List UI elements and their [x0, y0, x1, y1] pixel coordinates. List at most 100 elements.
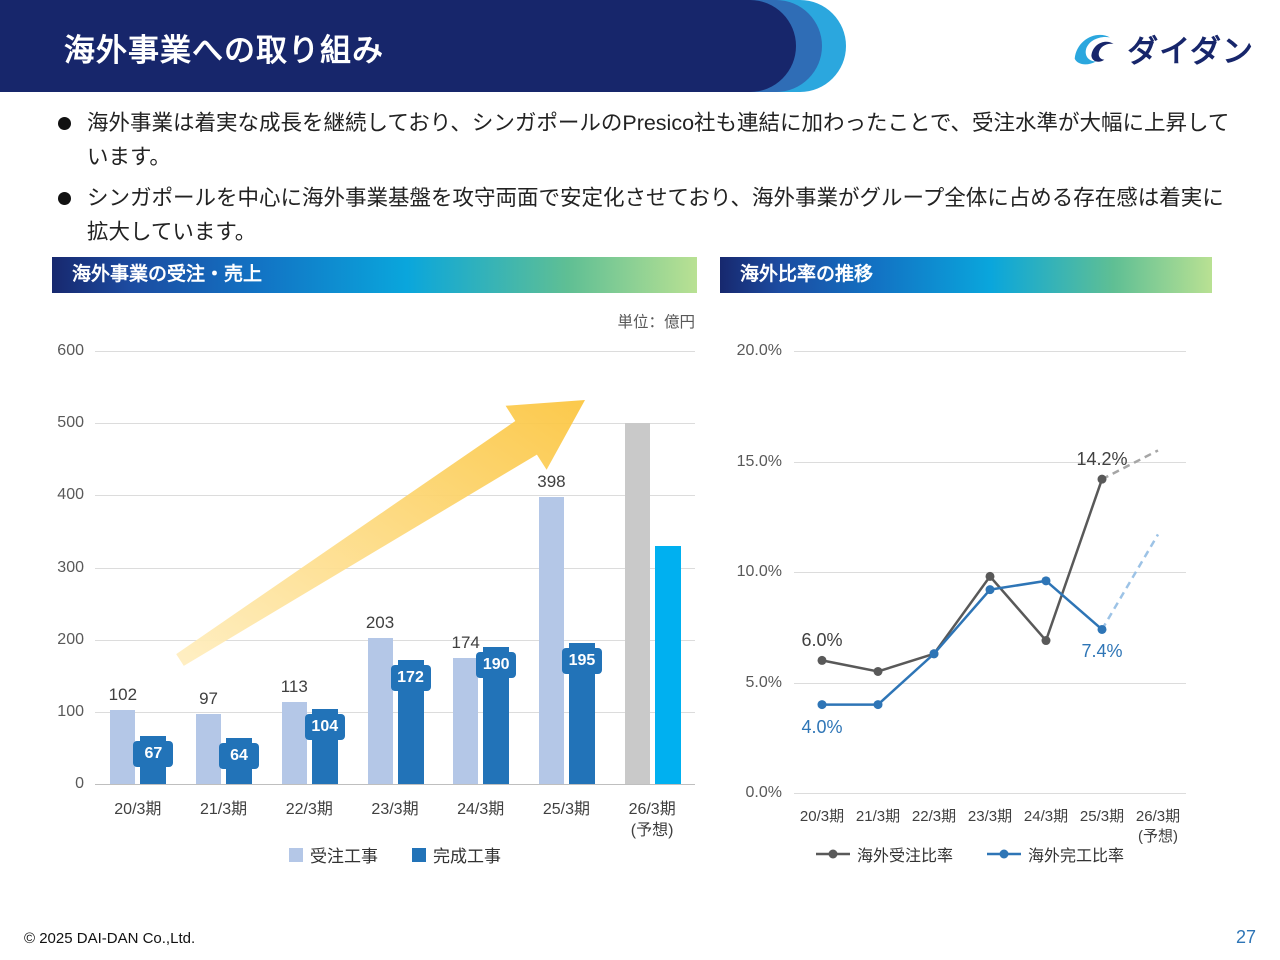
growth-arrow-icon	[176, 400, 585, 666]
line-point	[817, 700, 827, 710]
bar-gridline	[95, 495, 695, 497]
line-series-forecast-1	[1100, 533, 1160, 631]
line-category-label: 24/3期	[1023, 808, 1069, 825]
bar-axis-ytick: 400	[57, 486, 84, 504]
orders-bar	[624, 423, 650, 784]
completed-bar	[654, 545, 681, 784]
orders-bar-value-label: 102	[108, 685, 138, 705]
bar-category-label: 23/3期	[371, 801, 419, 818]
line-axis-ytick: 20.0%	[736, 342, 782, 359]
legend-label: 受注工事	[310, 847, 378, 866]
line-point	[1041, 636, 1051, 646]
line-axis-ytick: 15.0%	[736, 452, 782, 470]
bar-category-label: 25/3期	[542, 801, 590, 818]
bar-legend-item: 受注工事	[289, 842, 378, 867]
bullet-icon	[58, 191, 71, 205]
line-legend-item: 海外完工比率	[987, 842, 1124, 866]
orders-bar	[367, 637, 393, 784]
completed-bar-value-badge: 67	[133, 740, 174, 767]
line-category-label: 21/3期	[855, 808, 901, 825]
line-category-label: 23/3期	[967, 808, 1013, 825]
line-series-1	[822, 579, 1103, 706]
line-chart-legend: 海外受注比率 海外完工比率	[750, 842, 1190, 866]
bar-axis-ytick: 300	[57, 558, 84, 576]
line-point	[985, 571, 995, 581]
bar-gridline	[95, 784, 695, 785]
forecast-note: (予想)	[630, 822, 674, 839]
orders-bar	[538, 496, 564, 784]
line-chart: 海外受注比率 海外完工比率 0.0% 5.0% 10.0% 15.0% 20.0% 20/3…	[720, 330, 1220, 875]
line-point	[873, 700, 883, 710]
orders-bar	[110, 710, 136, 784]
bar-axis-ytick: 200	[57, 630, 84, 648]
orders-bar-value-label: 203	[365, 612, 395, 632]
completed-bar-value-badge: 190	[476, 651, 517, 678]
left-panel-title: 海外事業の受注・売上	[52, 257, 697, 293]
legend-label: 海外完工比率	[1028, 848, 1125, 865]
bullet-icon	[58, 117, 71, 130]
line-point	[1097, 474, 1107, 484]
orders-bar-value-label: 398	[537, 471, 566, 491]
forecast-note: (予想)	[1138, 828, 1178, 845]
bar-gridline	[95, 567, 695, 569]
orders-bar-value-label: 113	[280, 677, 308, 697]
line-axis-ytick: 5.0%	[745, 673, 782, 691]
bar-axis-ytick: 0	[75, 775, 84, 792]
company-logo: ダイダン	[1071, 26, 1254, 71]
completed-bar-value-badge: 64	[219, 742, 260, 769]
line-series-0	[821, 478, 1104, 673]
line-category-label: 25/3期	[1079, 808, 1125, 825]
line-point	[1041, 576, 1051, 586]
line-series-forecast-0	[1101, 449, 1159, 481]
legend-label: 海外受注比率	[856, 848, 953, 865]
page-number: 27	[1235, 927, 1256, 947]
bar-category-label: 26/3期 (予想)	[610, 799, 694, 841]
line-chart-canvas	[817, 449, 1160, 710]
bar-category-label: 21/3期	[199, 801, 248, 818]
orders-bar	[453, 658, 479, 784]
line-point	[985, 585, 995, 595]
bullet-item: シンガポールを中心に海外事業基盤を攻守両面で安定化させており、海外事業がグループ…	[58, 181, 1238, 250]
bullet-list: 海外事業は着実な成長を継続しており、シンガポールのPresico社も連結に加わっ…	[58, 106, 1238, 256]
page-title: 海外事業への取り組み	[64, 33, 384, 68]
bar-category-label: 24/3期	[457, 801, 505, 818]
line-gridline	[794, 793, 1186, 794]
header-main: 海外事業への取り組み	[0, 0, 796, 92]
line-category-label: 20/3期	[799, 808, 845, 825]
right-panel-title: 海外比率の推移	[720, 257, 1212, 293]
line-point	[873, 666, 883, 676]
line-point	[929, 649, 939, 659]
line-axis-ytick: 10.0%	[736, 563, 782, 580]
unit-label: 単位：億円	[617, 314, 695, 331]
legend-line-swatch	[815, 849, 850, 859]
line-category-label: 22/3期	[911, 808, 957, 825]
orders-bar	[281, 702, 307, 784]
bar-gridline	[95, 711, 695, 713]
bar-chart: 受注工事 完成工事 0 100 200 300 400 500 600 102 67 20/3期 97…	[50, 330, 700, 875]
line-point	[817, 655, 827, 665]
orders-bar	[196, 713, 222, 784]
bullet-text: シンガポールを中心に海外事業基盤を攻守両面で安定化させており、海外事業がグループ…	[87, 185, 1224, 245]
bar-category-label: 20/3期	[114, 801, 162, 818]
line-gridline	[794, 682, 1186, 684]
line-gridline	[794, 351, 1186, 352]
line-annotation: 14.2%	[1076, 449, 1128, 470]
bar-chart-legend: 受注工事 完成工事	[95, 842, 695, 867]
bar-legend-item: 完成工事	[412, 842, 501, 867]
logo-swoosh-icon	[1074, 34, 1114, 65]
completed-bar-value-badge: 172	[390, 664, 431, 691]
line-gridline	[794, 461, 1186, 463]
completed-bar-value-badge: 104	[304, 713, 345, 740]
bar-axis-ytick: 500	[57, 414, 84, 432]
bar-axis-ytick: 100	[57, 702, 84, 720]
line-annotation: 4.0%	[801, 716, 843, 737]
orders-bar-value-label: 97	[199, 688, 219, 708]
legend-swatch	[412, 847, 426, 862]
bar-gridline	[95, 351, 695, 352]
legend-line-swatch	[987, 849, 1021, 859]
copyright-text: © 2025 DAI-DAN Co.,Ltd.	[24, 930, 196, 947]
legend-swatch	[289, 847, 303, 862]
line-annotation: 6.0%	[801, 630, 843, 651]
completed-bar-value-badge: 195	[561, 648, 602, 675]
